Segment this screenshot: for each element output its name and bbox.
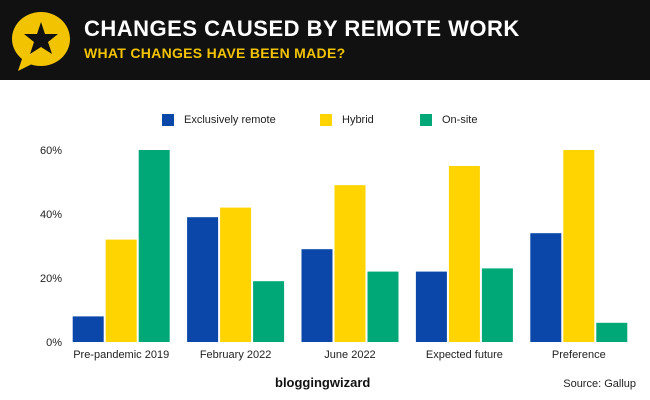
y-tick-label: 20% [40,273,62,285]
y-tick-label: 0% [46,337,62,349]
y-tick-label: 40% [40,209,62,221]
bar-exclusively-remote-expected-future [415,271,447,342]
source-note: Source: Gallup [563,378,636,390]
bar-on-site-june-2022 [367,271,399,342]
legend-swatch-hybrid [320,114,332,126]
bar-exclusively-remote-preference [530,233,562,342]
legend-item-exclusively-remote: Exclusively remote [162,112,276,128]
x-tick-label: Expected future [426,349,503,361]
bar-hybrid-february-2022 [220,207,252,342]
bar-hybrid-expected-future [448,166,480,342]
legend-label-on-site: On-site [442,114,478,126]
brand-logo: bloggingwizard [275,375,371,390]
chart-legend: Exclusively remote Hybrid On-site [0,112,650,128]
x-tick-label: Pre-pandemic 2019 [73,349,169,361]
bar-hybrid-pre-pandemic-2019 [105,239,137,342]
x-tick-label: Preference [552,349,606,361]
chart-subtitle: WHAT CHANGES HAVE BEEN MADE? [84,45,346,61]
legend-label-exclusively-remote: Exclusively remote [184,114,276,126]
chart-title: CHANGES CAUSED BY REMOTE WORK [84,16,520,41]
y-tick-label: 60% [40,145,62,157]
legend-item-hybrid: Hybrid [320,112,374,128]
bar-exclusively-remote-february-2022 [187,217,219,342]
bar-hybrid-june-2022 [334,185,366,342]
bar-on-site-preference [596,322,628,342]
legend-label-hybrid: Hybrid [342,114,374,126]
x-tick-label: June 2022 [324,349,375,361]
bar-on-site-expected-future [481,268,513,342]
bar-exclusively-remote-june-2022 [301,249,333,342]
legend-swatch-on-site [420,114,432,126]
star-speech-bubble-icon [12,12,70,71]
bar-on-site-february-2022 [253,281,285,342]
chart-header: CHANGES CAUSED BY REMOTE WORK WHAT CHANG… [0,0,650,80]
x-tick-label: February 2022 [200,349,272,361]
legend-swatch-exclusively-remote [162,114,174,126]
bar-on-site-pre-pandemic-2019 [138,150,170,342]
bar-hybrid-preference [563,150,595,342]
bar-exclusively-remote-pre-pandemic-2019 [72,316,104,342]
legend-item-on-site: On-site [420,112,477,128]
